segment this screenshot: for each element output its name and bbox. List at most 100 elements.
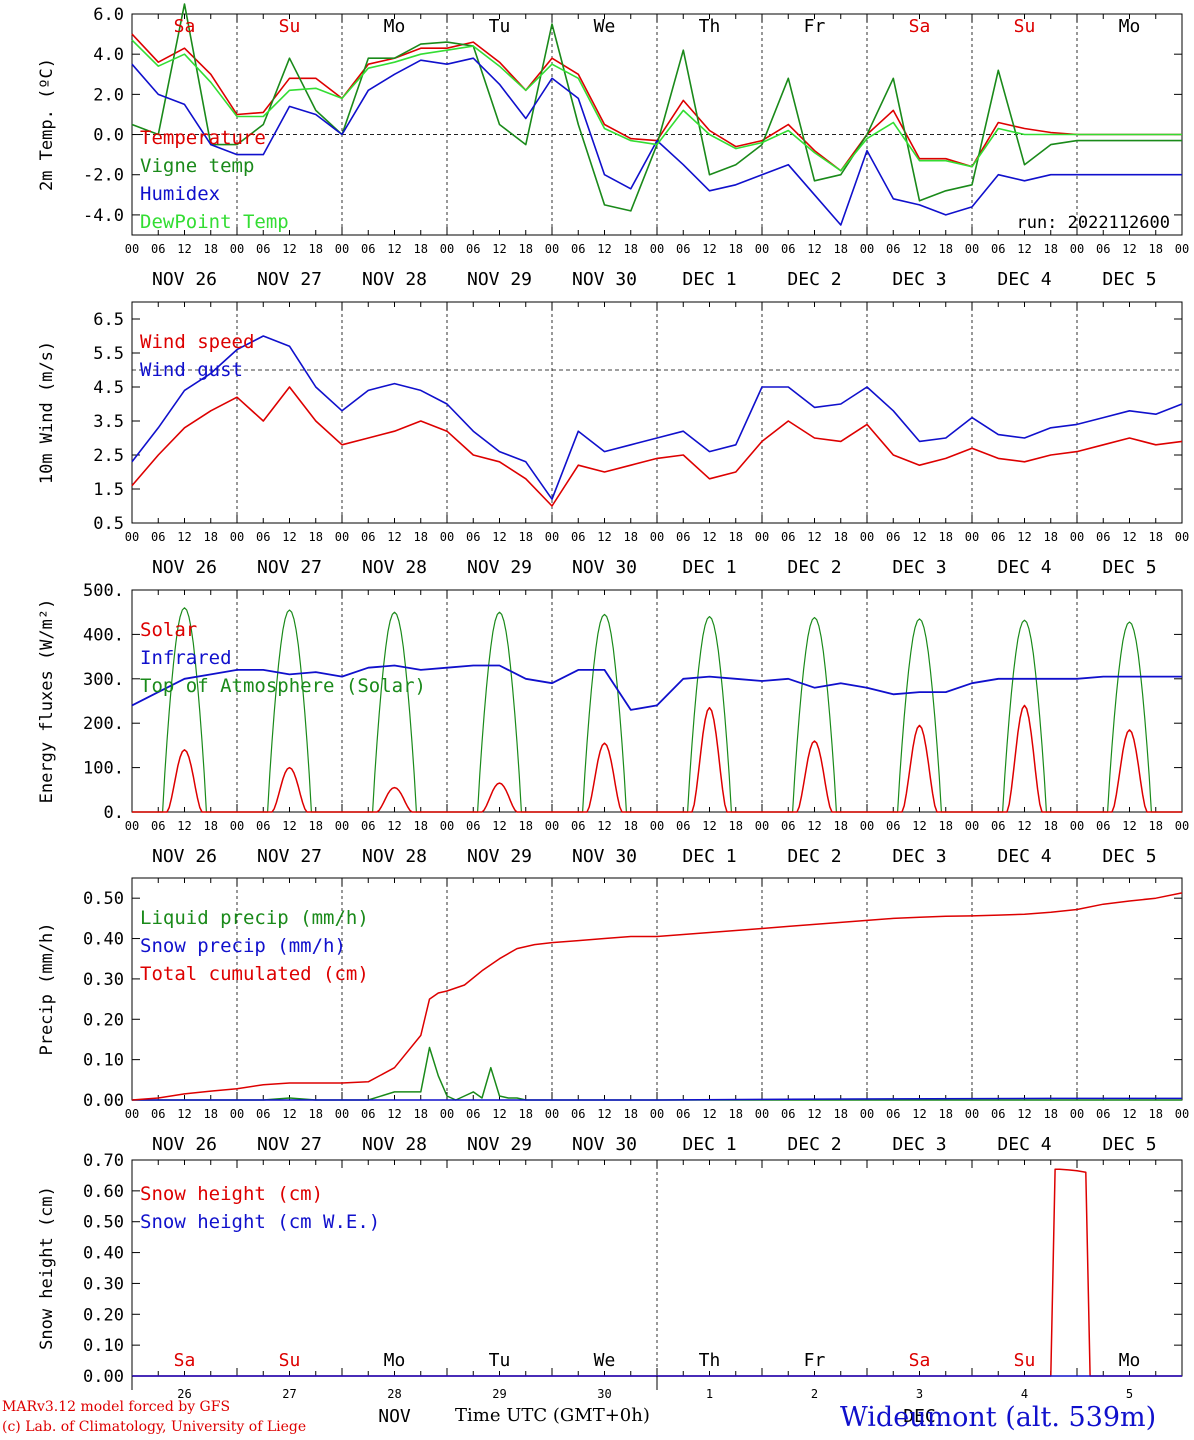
legend-entry: Temperature [140, 127, 266, 149]
hour-tick-label: 06 [571, 530, 585, 544]
date-label: NOV 30 [572, 846, 637, 867]
date-label: DEC 3 [892, 557, 946, 578]
hour-tick-label: 12 [282, 242, 296, 256]
hour-tick-label: 18 [204, 1107, 218, 1121]
hour-tick-label: 12 [597, 242, 611, 256]
hour-tick-label: 00 [230, 819, 244, 833]
month-label: NOV [378, 1406, 411, 1427]
hour-tick-label: 06 [991, 1107, 1005, 1121]
hour-tick-label: 00 [650, 530, 664, 544]
hour-tick-label: 06 [676, 242, 690, 256]
hour-tick-label: 06 [781, 242, 795, 256]
hour-tick-label: 06 [466, 242, 480, 256]
weekday-label: Mo [384, 1350, 406, 1371]
hour-tick-label: 18 [519, 530, 533, 544]
series-temperature [131, 33, 1182, 172]
day-number-label: 3 [916, 1387, 923, 1401]
date-label: NOV 26 [152, 1134, 217, 1155]
y-tick-label: 200. [83, 714, 124, 734]
day-number-label: 30 [597, 1387, 611, 1401]
hour-tick-label: 06 [466, 530, 480, 544]
hour-tick-label: 06 [361, 242, 375, 256]
y-tick-label: 0. [104, 803, 124, 823]
hour-tick-label: 18 [729, 819, 743, 833]
date-label: NOV 27 [257, 846, 322, 867]
hour-tick-label: 00 [755, 530, 769, 544]
hour-tick-label: 06 [781, 530, 795, 544]
hour-tick-label: 00 [755, 242, 769, 256]
hour-tick-label: 12 [1122, 819, 1136, 833]
day-number-label: 29 [492, 1387, 506, 1401]
hour-tick-label: 18 [939, 1107, 953, 1121]
series-wind-gust [131, 335, 1183, 501]
hour-tick-label: 18 [309, 242, 323, 256]
legend-entry: Liquid precip (mm/h) [140, 907, 369, 929]
y-tick-label: 0.0 [93, 126, 124, 146]
hour-tick-label: 06 [256, 530, 270, 544]
hour-tick-label: 12 [177, 530, 191, 544]
hour-tick-label: 00 [440, 242, 454, 256]
date-label: DEC 1 [682, 1134, 736, 1155]
legend-entry: Snow height (cm W.E.) [140, 1211, 380, 1233]
hour-tick-label: 06 [361, 530, 375, 544]
y-axis-label: Snow height (cm) [37, 1186, 57, 1350]
y-axis-label: 10m Wind (m/s) [37, 341, 57, 484]
hour-tick-label: 12 [492, 819, 506, 833]
hour-tick-label: 18 [624, 530, 638, 544]
weekday-label: We [594, 1350, 616, 1371]
hour-tick-label: 06 [466, 1107, 480, 1121]
hour-tick-label: 00 [965, 530, 979, 544]
hour-tick-label: 00 [230, 1107, 244, 1121]
date-label: NOV 27 [257, 269, 322, 290]
hour-tick-label: 06 [256, 242, 270, 256]
weekday-label: Su [279, 1350, 301, 1371]
hour-tick-label: 12 [282, 819, 296, 833]
date-label: DEC 5 [1102, 269, 1156, 290]
hour-tick-label: 18 [834, 1107, 848, 1121]
y-tick-label: 0.20 [83, 1305, 124, 1325]
hour-tick-label: 00 [230, 530, 244, 544]
hour-tick-label: 18 [729, 530, 743, 544]
legend-entry: Vigne temp [140, 155, 254, 177]
hour-tick-label: 18 [1044, 530, 1058, 544]
series-solar [132, 704, 1182, 813]
hour-tick-label: 12 [807, 1107, 821, 1121]
hour-tick-label: 18 [1044, 819, 1058, 833]
hour-tick-label: 06 [151, 819, 165, 833]
hour-tick-label: 18 [939, 819, 953, 833]
hour-tick-label: 18 [1149, 530, 1163, 544]
hour-tick-label: 06 [991, 242, 1005, 256]
month-label: DEC [903, 1406, 936, 1427]
y-tick-label: 3.5 [93, 412, 124, 432]
y-tick-label: 4.5 [93, 378, 124, 398]
hour-tick-label: 00 [335, 530, 349, 544]
y-tick-label: 2.0 [93, 85, 124, 105]
lab-credit: (c) Lab. of Climatology, University of L… [2, 1419, 307, 1435]
hour-tick-label: 12 [702, 242, 716, 256]
hour-tick-label: 12 [1122, 242, 1136, 256]
hour-tick-label: 00 [440, 530, 454, 544]
date-label: DEC 2 [787, 557, 841, 578]
hour-tick-label: 00 [545, 530, 559, 544]
hour-tick-label: 12 [912, 242, 926, 256]
y-tick-label: 4.0 [93, 45, 124, 65]
hour-tick-label: 00 [755, 1107, 769, 1121]
hour-tick-label: 12 [807, 819, 821, 833]
date-label: NOV 28 [362, 1134, 427, 1155]
hour-tick-label: 06 [466, 819, 480, 833]
date-label: DEC 2 [787, 269, 841, 290]
hour-tick-label: 00 [860, 242, 874, 256]
hour-tick-label: 18 [624, 1107, 638, 1121]
hour-tick-label: 00 [860, 530, 874, 544]
y-tick-label: 0.60 [83, 1182, 124, 1202]
date-label: NOV 28 [362, 269, 427, 290]
hour-tick-label: 12 [387, 530, 401, 544]
date-label: NOV 30 [572, 269, 637, 290]
hour-tick-label: 12 [1122, 530, 1136, 544]
hour-tick-label: 12 [1122, 1107, 1136, 1121]
y-tick-label: 5.5 [93, 344, 124, 364]
y-tick-label: 100. [83, 759, 124, 779]
weekday-label: Su [279, 16, 301, 37]
hour-tick-label: 18 [939, 242, 953, 256]
hour-tick-label: 00 [860, 819, 874, 833]
